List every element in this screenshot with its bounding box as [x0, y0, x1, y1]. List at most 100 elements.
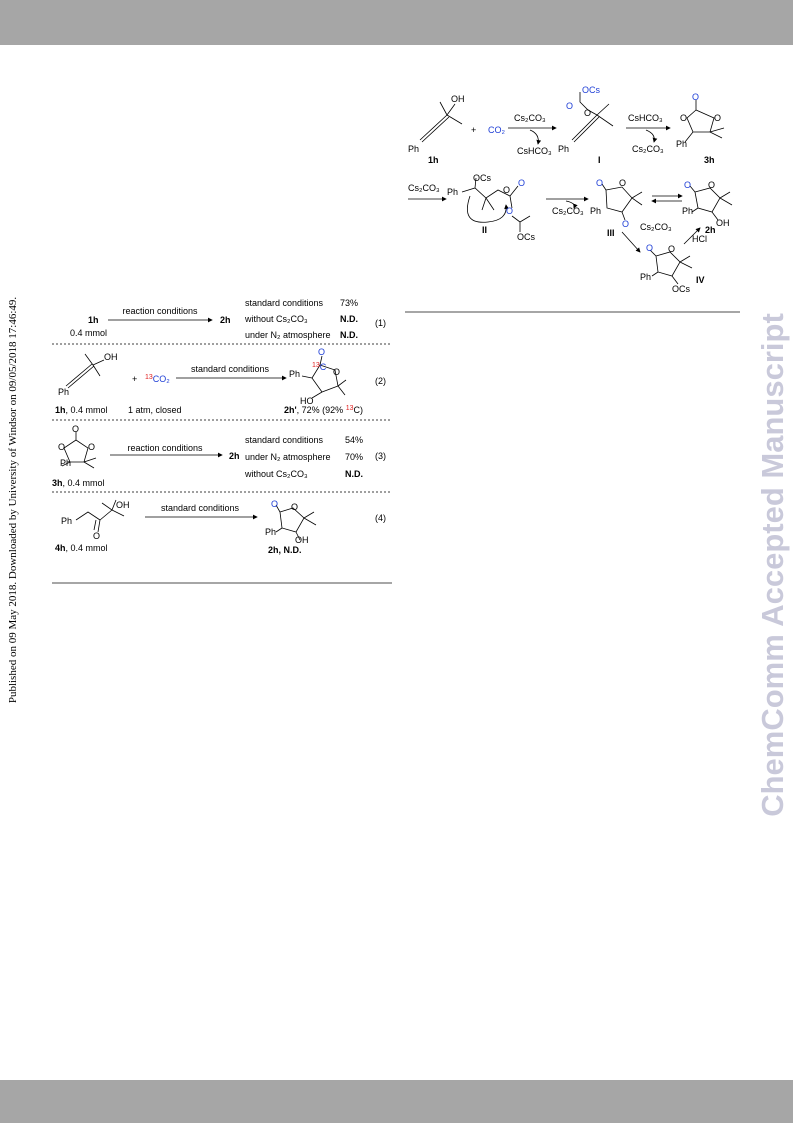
amount: 0.4 mmol	[70, 328, 107, 338]
atom: OCs	[517, 232, 536, 242]
atom: O	[318, 347, 325, 357]
conditions: reaction conditions	[122, 306, 198, 316]
substrate: 3h, 0.4 mmol	[52, 478, 105, 488]
condition: under N₂ atmosphere	[245, 330, 331, 340]
yield: N.D.	[345, 469, 363, 479]
atom: O	[584, 108, 591, 118]
conditions: standard conditions	[161, 503, 240, 513]
conditions: reaction conditions	[127, 443, 203, 453]
atom: HO	[300, 396, 314, 406]
compound-label: 3h	[704, 155, 715, 165]
compound-label: I	[598, 155, 601, 165]
isotope: 13	[145, 374, 153, 381]
atom: C	[320, 362, 327, 372]
atom: O	[518, 178, 525, 188]
atom: 13CO₂	[145, 374, 170, 384]
equation-number: (2)	[375, 376, 386, 386]
yield: 54%	[345, 435, 363, 445]
atom: O	[692, 92, 699, 102]
isotope: 13	[346, 405, 354, 412]
atom: OH	[716, 218, 730, 228]
atom: Ph	[640, 272, 651, 282]
atom: O	[619, 178, 626, 188]
yield: N.D.	[340, 314, 358, 324]
compound-label: 1h	[428, 155, 439, 165]
atom: O	[291, 502, 298, 512]
amount: , 0.4 mmol	[63, 478, 105, 488]
atom: O	[566, 101, 573, 111]
atom: O	[93, 531, 100, 541]
atom: OH	[104, 352, 118, 362]
substrate: 4h, 0.4 mmol	[55, 543, 108, 553]
compound-label: 3h	[52, 478, 63, 488]
atom: Ph	[61, 516, 72, 526]
bottom-bar	[0, 1080, 793, 1123]
atom: Ph	[447, 187, 458, 197]
atom: O	[503, 185, 510, 195]
atom: OCs	[473, 173, 492, 183]
equation-number: (1)	[375, 318, 386, 328]
compound-label: 4h	[55, 543, 66, 553]
equation-number: (3)	[375, 451, 386, 461]
atom: O	[58, 442, 65, 452]
yield: N.D.	[340, 330, 358, 340]
substrate: 1h, 0.4 mmol	[55, 405, 108, 415]
atom: Ph	[289, 369, 300, 379]
atom: Ph	[558, 144, 569, 154]
reagent: Cs₂CO₃	[552, 206, 584, 216]
atom: O	[88, 442, 95, 452]
atom: Ph	[408, 144, 419, 154]
condition: standard conditions	[245, 435, 324, 445]
condition: without Cs₂CO₃	[244, 469, 308, 479]
condition: without Cs₂CO₃	[244, 314, 308, 324]
atom: O	[714, 113, 721, 123]
atom: CO₂	[488, 125, 506, 135]
atom: O	[333, 367, 340, 377]
yield: C)	[353, 405, 363, 415]
plus: +	[132, 374, 137, 384]
compound-label: III	[607, 228, 615, 238]
atom: Ph	[682, 206, 693, 216]
atom: OCs	[582, 85, 601, 95]
condition: under N₂ atmosphere	[245, 452, 331, 462]
compound-label: 2h	[220, 315, 231, 325]
compound-label: 1h	[55, 405, 66, 415]
compound-label: 2h	[229, 451, 240, 461]
yield: , 72% (92%	[297, 405, 346, 415]
watermark: ChemComm Accepted Manuscript	[755, 313, 790, 817]
pressure: 1 atm, closed	[128, 405, 182, 415]
yield: 73%	[340, 298, 358, 308]
reagent: Cs₂CO₃	[640, 222, 672, 232]
atom: O	[646, 243, 653, 253]
conditions: standard conditions	[191, 364, 270, 374]
compound-label: II	[482, 225, 487, 235]
reagent: HCl	[692, 234, 707, 244]
result: 2h', 72% (92% 13C)	[284, 405, 363, 415]
atom: Ph	[60, 458, 71, 468]
atom: O	[708, 180, 715, 190]
plus: +	[471, 125, 476, 135]
atom: O	[622, 219, 629, 229]
atom: Ph	[58, 387, 69, 397]
atom: O	[271, 499, 278, 509]
condition: standard conditions	[245, 298, 324, 308]
compound-label: 2h'	[284, 405, 297, 415]
reagent: CsHCO₃	[628, 113, 663, 123]
reagent: CsHCO₃	[517, 146, 552, 156]
compound-label: IV	[696, 275, 705, 285]
provenance: Published on 09 May 2018. Downloaded by …	[7, 297, 19, 704]
reagent: Cs₂CO₃	[514, 113, 546, 123]
controls: 1h 0.4 mmol reaction conditions 2h stand…	[52, 298, 392, 584]
formula: CO₂	[153, 374, 171, 384]
atom: O	[684, 180, 691, 190]
atom: Ph	[590, 206, 601, 216]
result: 2h, N.D.	[268, 545, 302, 555]
atom: OH	[116, 500, 130, 510]
compound-label: 2h	[705, 225, 716, 235]
atom: OH	[295, 535, 309, 545]
atom: 13C	[312, 362, 327, 372]
mechanism: OH Ph 1h + CO₂ Cs₂CO₃ CsHCO₃ OCs O O Ph …	[405, 85, 740, 313]
atom: O	[506, 206, 513, 216]
atom: OH	[451, 94, 465, 104]
isotope: 13	[312, 362, 320, 369]
